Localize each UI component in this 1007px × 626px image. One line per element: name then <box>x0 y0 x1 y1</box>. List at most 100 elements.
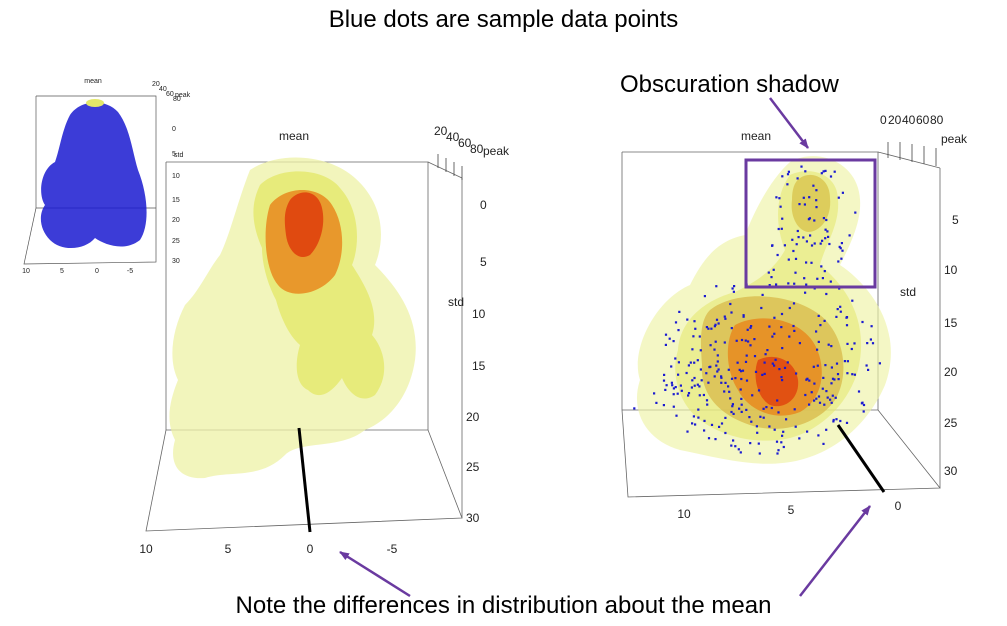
sample-dot <box>821 387 824 390</box>
sample-dot <box>866 342 869 345</box>
sample-dot <box>768 325 771 328</box>
sample-dot <box>693 384 696 387</box>
sample-dot <box>775 283 778 286</box>
thumbnail-y-tick: 5 <box>172 151 176 158</box>
sample-dot <box>699 349 702 352</box>
sample-dot <box>773 428 776 431</box>
sample-dot <box>837 260 840 263</box>
sample-dot <box>761 293 764 296</box>
left-note-arrow <box>339 550 411 598</box>
sample-dot <box>810 391 813 394</box>
sample-dot <box>817 340 820 343</box>
sample-dot <box>745 379 749 382</box>
sample-dot <box>744 360 748 363</box>
sample-dot <box>853 373 856 376</box>
sample-dot <box>750 325 753 328</box>
sample-dot <box>827 343 830 346</box>
sample-dot <box>816 364 819 367</box>
sample-dot <box>812 184 815 187</box>
sample-dot <box>739 388 742 391</box>
sample-dot <box>846 342 849 345</box>
sample-dot <box>829 280 832 283</box>
sample-dot <box>672 405 675 408</box>
sample-dot <box>822 170 825 173</box>
sample-dot <box>838 245 841 248</box>
sample-dot <box>831 394 834 397</box>
sample-dot <box>697 408 700 411</box>
sample-dot <box>758 452 761 455</box>
sample-dot <box>770 406 773 410</box>
sample-dot <box>763 372 766 375</box>
shadow-caption: Obscuration shadow <box>620 71 839 98</box>
sample-dot <box>735 339 738 342</box>
sample-dot <box>668 337 671 340</box>
sample-dot <box>760 306 763 310</box>
sample-dot <box>781 175 784 178</box>
sample-dot <box>845 421 849 424</box>
sample-dot <box>716 370 719 373</box>
sample-dot <box>730 327 733 330</box>
thumbnail-y-tick: 15 <box>172 197 180 204</box>
sample-dot <box>805 283 808 286</box>
sample-dot <box>763 361 766 364</box>
thumbnail-plot: mean std peak 10 5 0 -5 0 5 10 15 20 25 … <box>22 78 191 275</box>
sample-dot <box>830 382 833 385</box>
sample-dot <box>772 268 775 271</box>
sample-dot <box>742 314 745 317</box>
sample-dot <box>839 419 842 423</box>
sample-dot <box>705 372 708 375</box>
sample-dot <box>730 444 733 447</box>
sample-dot <box>839 310 842 313</box>
thumbnail-axis-peak: peak <box>175 92 191 99</box>
sample-dot <box>715 318 719 321</box>
middle-surfaces <box>169 157 416 479</box>
sample-dot <box>865 364 868 367</box>
sample-dot <box>768 425 771 428</box>
sample-dot <box>749 326 752 329</box>
sample-dot <box>734 445 737 448</box>
sample-dot <box>823 319 826 322</box>
sample-dot <box>686 430 689 433</box>
sample-dot <box>703 419 706 422</box>
sample-dot <box>740 338 744 342</box>
sample-dot <box>696 383 699 386</box>
sample-dot <box>792 249 795 253</box>
sample-dot <box>744 339 747 342</box>
sample-dot <box>762 407 765 410</box>
sample-dot <box>792 324 795 328</box>
sample-dot <box>803 277 806 280</box>
middle-z-tick: 60 <box>458 136 472 150</box>
sample-dot <box>739 370 743 373</box>
right-x-ticks: 10 5 0 <box>677 499 901 521</box>
middle-axis-peak: peak <box>483 144 510 158</box>
sample-dot <box>747 340 750 343</box>
thumbnail-y-tick: 25 <box>172 238 180 245</box>
sample-dot <box>834 396 837 399</box>
sample-dot <box>717 368 720 371</box>
middle-mean-line <box>297 427 312 533</box>
sample-dot <box>653 392 656 395</box>
thumbnail-x-tick: -5 <box>127 268 133 275</box>
sample-dot <box>762 416 765 419</box>
sample-dot <box>813 399 816 402</box>
thumbnail-y-tick: 20 <box>172 217 180 224</box>
sample-dot <box>740 410 743 413</box>
sample-dot <box>693 361 696 364</box>
sample-dot <box>822 442 825 445</box>
right-y-tick: 15 <box>944 316 958 330</box>
sample-dot <box>730 311 733 314</box>
sample-dot <box>765 406 768 409</box>
sample-dot <box>804 170 807 173</box>
sample-dot <box>845 324 849 327</box>
sample-dot <box>756 431 759 434</box>
bottom-caption: Note the differences in distribution abo… <box>235 592 772 619</box>
right-z-tick: 20 <box>888 113 902 127</box>
sample-dot <box>713 325 716 328</box>
sample-dot <box>674 357 677 360</box>
sample-dot <box>826 230 829 233</box>
right-mean-line <box>836 424 886 493</box>
sample-dot <box>715 285 718 288</box>
right-plot: mean std peak 10 5 0 5 10 15 20 25 30 0 … <box>621 113 968 521</box>
sample-dot <box>732 290 735 293</box>
sample-dot <box>862 410 865 413</box>
